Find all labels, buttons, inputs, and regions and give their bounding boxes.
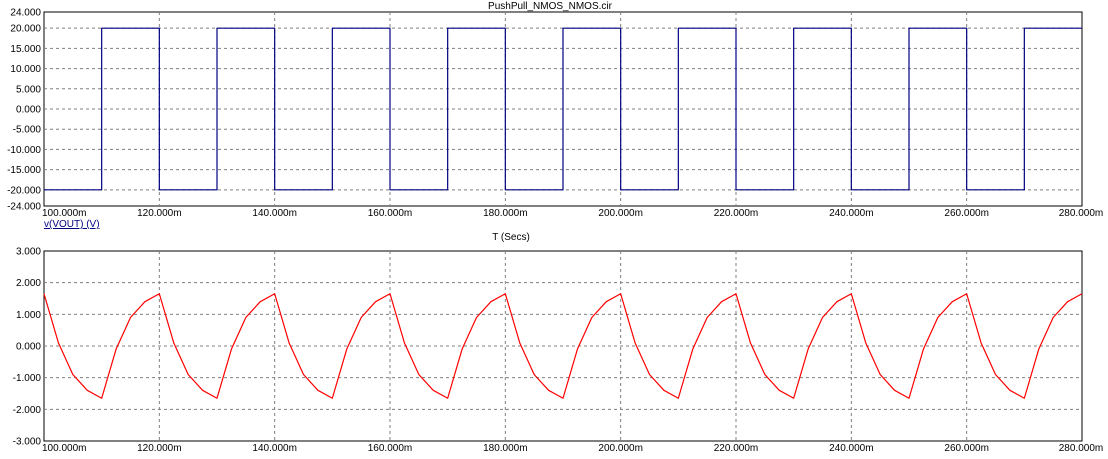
input-x-tick-label: 120.000m <box>137 208 181 219</box>
plot-title: PushPull_NMOS_NMOS.cir <box>488 1 613 12</box>
output-x-tick-label: 180.000m <box>483 443 527 454</box>
input-y-tick-label: -10.000 <box>7 145 41 156</box>
output-y-tick-label: 3.000 <box>16 247 41 258</box>
output-x-tick-label: 160.000m <box>368 443 412 454</box>
input-y-tick-label: -20.000 <box>7 185 41 196</box>
output-y-tick-label: 0.000 <box>16 342 41 353</box>
input-x-tick-label: 220.000m <box>714 208 758 219</box>
input-y-tick-label: 15.000 <box>10 44 41 55</box>
output-voltage-plot[interactable]: 3.000 2.000 1.000 0.000 -1.000 -2.000 -3.00010… <box>13 247 1104 455</box>
input-y-tick-label: 20.000 <box>10 24 41 35</box>
output-y-tick-label: -3.000 <box>13 437 42 448</box>
input-y-tick-label: -5.000 <box>13 125 42 136</box>
output-x-tick-label: 280.000m <box>1059 443 1103 454</box>
output-y-tick-label: -1.000 <box>13 373 42 384</box>
input-x-tick-label: 240.000m <box>829 208 873 219</box>
trace-label[interactable]: v(VOUT) (V) <box>44 219 100 230</box>
input-x-tick-label: 100.000m <box>42 208 86 219</box>
output-x-tick-label: 100.000m <box>42 443 86 454</box>
input-y-tick-label: -15.000 <box>7 165 41 176</box>
input-x-tick-label: 160.000m <box>368 208 412 219</box>
input-x-tick-label: 200.000m <box>598 208 642 219</box>
output-x-tick-label: 140.000m <box>252 443 296 454</box>
output-x-tick-label: 240.000m <box>829 443 873 454</box>
output-x-tick-label: 260.000m <box>944 443 988 454</box>
input-y-tick-label: -24.000 <box>7 202 41 213</box>
input-x-tick-label: 180.000m <box>483 208 527 219</box>
output-x-tick-label: 220.000m <box>714 443 758 454</box>
output-x-tick-label: 200.000m <box>598 443 642 454</box>
input-y-tick-label: 24.000 <box>10 8 41 19</box>
output-y-tick-label: -2.000 <box>13 405 42 416</box>
input-x-tick-label: 280.000m <box>1059 208 1103 219</box>
x-axis-title: T (Secs) <box>492 232 530 243</box>
input-voltage-plot[interactable]: 24.000 20.000 15.000 10.000 5.000 0.000 -5.000… <box>7 8 1103 220</box>
output-y-tick-label: 2.000 <box>16 278 41 289</box>
input-x-tick-label: 260.000m <box>944 208 988 219</box>
input-y-tick-label: 0.000 <box>16 105 41 116</box>
input-x-tick-label: 140.000m <box>252 208 296 219</box>
output-x-tick-label: 120.000m <box>137 443 181 454</box>
output-y-tick-label: 1.000 <box>16 310 41 321</box>
input-y-tick-label: 10.000 <box>10 64 41 75</box>
input-y-tick-label: 5.000 <box>16 84 41 95</box>
output-waveform-line[interactable] <box>43 293 1083 399</box>
input-waveform-line[interactable] <box>44 27 1082 191</box>
